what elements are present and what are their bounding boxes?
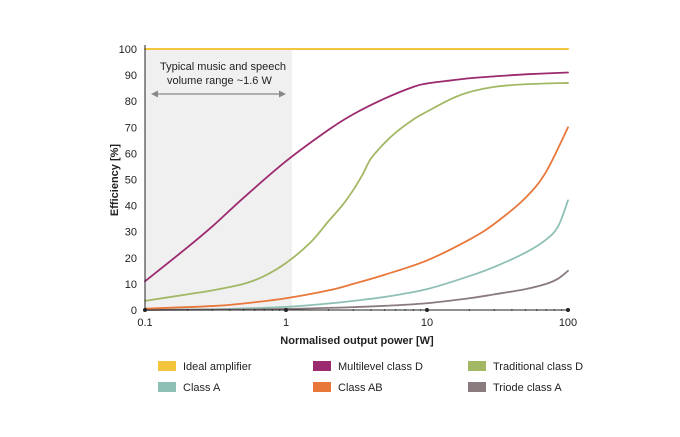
y-tick-label: 60: [125, 148, 137, 160]
legend-label: Multilevel class D: [338, 361, 423, 373]
x-minor-tick: [186, 309, 189, 311]
x-minor-tick: [493, 309, 496, 311]
x-minor-tick: [535, 309, 538, 311]
series-line-multilevel-class-d: [144, 71, 569, 283]
typical-range-shade: [145, 49, 292, 310]
legend-item-multilevel-class-d: Multilevel class D: [313, 361, 423, 373]
legend: Ideal amplifier Multilevel class D Traditi…: [158, 361, 583, 394]
x-minor-tick: [383, 309, 386, 311]
series-line-triode-class-a: [144, 269, 569, 311]
legend-label: Class AB: [338, 382, 383, 394]
legend-item-class-a: Class A: [158, 382, 221, 394]
x-major-tick: [284, 308, 288, 312]
y-tick-label: 100: [119, 44, 137, 56]
y-tick-label: 70: [125, 122, 137, 134]
x-minor-tick: [211, 309, 214, 311]
x-tick-label: 1: [283, 317, 289, 329]
series-line-class-a: [144, 199, 569, 311]
x-tick-label: 0.1: [137, 317, 152, 329]
y-tick-label: 40: [125, 201, 137, 213]
series-line-class-ab: [144, 126, 569, 310]
legend-swatch: [158, 382, 176, 392]
legend-item-triode-class-a: Triode class A: [468, 382, 562, 394]
x-minor-tick: [510, 309, 513, 311]
x-minor-tick: [278, 309, 281, 311]
y-tick-label: 20: [125, 253, 137, 265]
x-axis-title: Normalised output power [W]: [280, 335, 434, 347]
legend-label: Triode class A: [493, 382, 562, 394]
x-minor-tick: [228, 309, 231, 311]
legend-swatch: [158, 361, 176, 371]
y-tick-label: 80: [125, 96, 137, 108]
y-tick-label: 50: [125, 175, 137, 187]
y-tick-label: 30: [125, 227, 137, 239]
x-minor-tick: [468, 309, 471, 311]
y-tick-label: 90: [125, 70, 137, 82]
legend-swatch: [468, 361, 486, 371]
x-minor-tick: [253, 309, 256, 311]
x-minor-tick: [352, 309, 355, 311]
range-arrow: [151, 90, 286, 98]
x-major-tick: [143, 308, 147, 312]
legend-item-traditional-class-d: Traditional class D: [468, 361, 583, 373]
x-tick-label: 100: [559, 317, 577, 329]
x-tick-label: 10: [421, 317, 433, 329]
x-minor-tick: [404, 309, 407, 311]
y-tick-label: 0: [131, 305, 137, 317]
legend-item-class-ab: Class AB: [313, 382, 383, 394]
legend-label: Ideal amplifier: [183, 361, 252, 373]
legend-swatch: [313, 361, 331, 371]
legend-swatch: [313, 382, 331, 392]
legend-label: Class A: [183, 382, 221, 394]
y-axis-title: Efficiency [%]: [109, 144, 121, 216]
annotation-line-1: Typical music and speech: [160, 61, 286, 73]
x-major-tick: [566, 308, 570, 312]
series-line-traditional-class-d: [144, 82, 569, 302]
x-minor-tick: [553, 309, 556, 311]
x-minor-tick: [419, 309, 422, 311]
legend-item-ideal-amplifier: Ideal amplifier: [158, 361, 252, 373]
x-minor-tick: [242, 309, 245, 311]
annotation-line-2: volume range ~1.6 W: [167, 75, 272, 87]
x-minor-tick: [327, 309, 330, 311]
x-minor-tick: [545, 309, 548, 311]
x-minor-tick: [524, 309, 527, 311]
x-major-tick: [425, 308, 429, 312]
y-tick-label: 10: [125, 279, 137, 291]
annotation: Typical music and speech volume range ~1…: [151, 61, 286, 98]
x-minor-tick: [412, 309, 415, 311]
x-minor-tick: [271, 309, 274, 311]
legend-swatch: [468, 382, 486, 392]
legend-label: Traditional class D: [493, 361, 583, 373]
x-minor-tick: [263, 309, 266, 311]
x-minor-tick: [560, 309, 563, 311]
x-minor-tick: [369, 309, 372, 311]
x-minor-tick: [394, 309, 397, 311]
